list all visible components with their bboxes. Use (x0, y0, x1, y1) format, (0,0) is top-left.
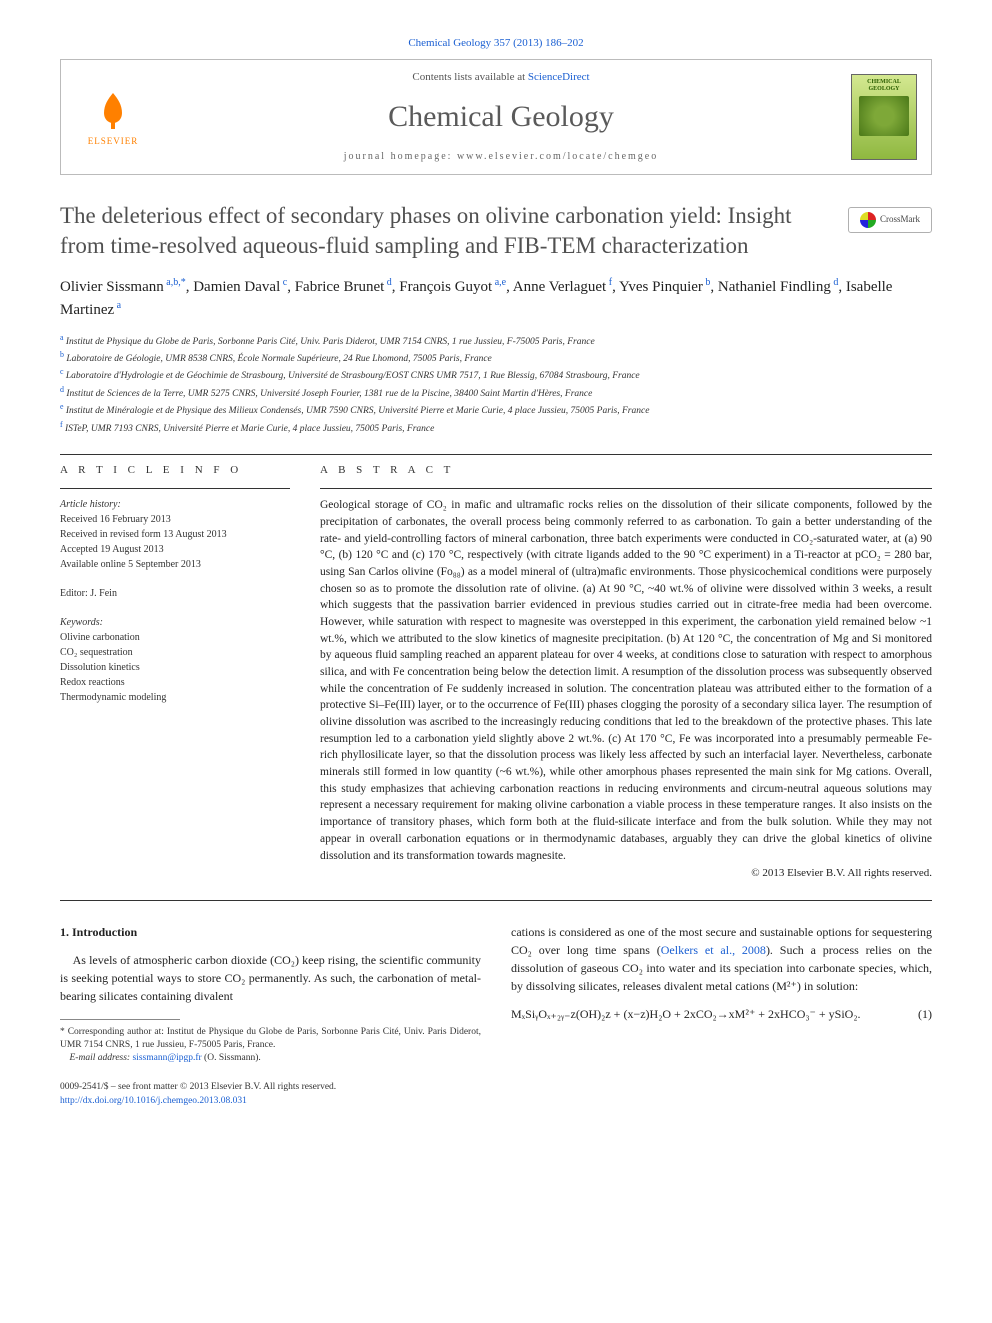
email-link[interactable]: sissmann@ipgp.fr (132, 1053, 201, 1063)
crossmark-badge[interactable]: CrossMark (848, 207, 932, 233)
history-line: Available online 5 September 2013 (60, 557, 290, 572)
intro-paragraph-right: cations is considered as one of the most… (511, 923, 932, 995)
affiliation-line: f ISTeP, UMR 7193 CNRS, Université Pierr… (60, 419, 932, 436)
right-column: cations is considered as one of the most… (511, 923, 932, 1066)
contents-available-line: Contents lists available at ScienceDirec… (163, 70, 839, 85)
sciencedirect-link[interactable]: ScienceDirect (528, 71, 590, 83)
journal-cover-thumb: CHEMICAL GEOLOGY (851, 74, 917, 160)
crossmark-label: CrossMark (880, 213, 920, 226)
email-label: E-mail address: (70, 1053, 133, 1063)
journal-header-box: ELSEVIER Contents lists available at Sci… (60, 59, 932, 174)
history-line: Accepted 19 August 2013 (60, 542, 290, 557)
citation-header[interactable]: Chemical Geology 357 (2013) 186–202 (60, 36, 932, 51)
keyword-line: Olivine carbonation (60, 630, 290, 645)
abstract-text: Geological storage of CO₂ in mafic and u… (320, 497, 932, 864)
keywords-label: Keywords: (60, 615, 290, 630)
article-title: The deleterious effect of secondary phas… (60, 201, 840, 261)
footer-doi-link[interactable]: http://dx.doi.org/10.1016/j.chemgeo.2013… (60, 1096, 247, 1106)
page-footer: 0009-2541/$ – see front matter © 2013 El… (60, 1081, 932, 1108)
intro-paragraph-left: As levels of atmospheric carbon dioxide … (60, 951, 481, 1005)
publisher-logo: ELSEVIER (75, 79, 151, 155)
left-column: 1. Introduction As levels of atmospheric… (60, 923, 481, 1066)
article-info-column: A R T I C L E I N F O Article history: R… (60, 463, 290, 882)
divider-bottom (60, 900, 932, 901)
abstract-copyright: © 2013 Elsevier B.V. All rights reserved… (320, 866, 932, 881)
divider-abstract (320, 488, 932, 489)
footer-issn: 0009-2541/$ – see front matter © 2013 El… (60, 1081, 932, 1094)
journal-title: Chemical Geology (163, 96, 839, 138)
cover-image-icon (859, 96, 909, 136)
equation-number: (1) (918, 1005, 932, 1023)
abstract-head: A B S T R A C T (320, 463, 932, 478)
intro-heading: 1. Introduction (60, 923, 481, 941)
publisher-name: ELSEVIER (88, 135, 139, 148)
cover-title-text: CHEMICAL GEOLOGY (856, 79, 912, 92)
keyword-line: CO₂ sequestration (60, 645, 290, 660)
affiliation-line: e Institut de Minéralogie et de Physique… (60, 401, 932, 418)
citation-link[interactable]: Oelkers et al., 2008 (661, 943, 766, 957)
divider-info (60, 488, 290, 489)
email-footnote: E-mail address: sissmann@ipgp.fr (O. Sis… (60, 1052, 481, 1065)
equation-body: MₓSiᵧOₓ₊₂ᵧ₋z(OH)₂z + (x−z)H₂O + 2xCO₂→xM… (511, 1005, 861, 1023)
corresponding-footnote: * Corresponding author at: Institut de P… (60, 1026, 481, 1053)
affiliation-line: a Institut de Physique du Globe de Paris… (60, 332, 932, 349)
keyword-line: Redox reactions (60, 675, 290, 690)
journal-homepage: journal homepage: www.elsevier.com/locat… (163, 150, 839, 164)
editor-line: Editor: J. Fein (60, 586, 290, 601)
author-list: Olivier Sissmann a,b,*, Damien Daval c, … (60, 275, 932, 322)
keyword-line: Thermodynamic modeling (60, 690, 290, 705)
history-label: Article history: (60, 497, 290, 512)
keyword-line: Dissolution kinetics (60, 660, 290, 675)
abstract-column: A B S T R A C T Geological storage of CO… (320, 463, 932, 882)
history-block: Article history: Received 16 February 20… (60, 497, 290, 572)
affiliation-line: c Laboratoire d'Hydrologie et de Géochim… (60, 366, 932, 383)
divider-top (60, 454, 932, 455)
contents-prefix: Contents lists available at (412, 71, 527, 83)
header-center: Contents lists available at ScienceDirec… (163, 70, 839, 163)
footnote-divider (60, 1019, 180, 1020)
history-line: Received in revised form 13 August 2013 (60, 527, 290, 542)
email-tail: (O. Sissmann). (202, 1053, 261, 1063)
keywords-block: Keywords: Olivine carbonationCO₂ sequest… (60, 615, 290, 705)
homepage-url[interactable]: www.elsevier.com/locate/chemgeo (457, 151, 658, 162)
affiliation-list: a Institut de Physique du Globe de Paris… (60, 332, 932, 436)
crossmark-icon (860, 212, 876, 228)
article-info-head: A R T I C L E I N F O (60, 463, 290, 478)
affiliation-line: d Institut de Sciences de la Terre, UMR … (60, 384, 932, 401)
elsevier-tree-icon (90, 87, 136, 133)
homepage-prefix: journal homepage: (344, 151, 457, 162)
equation-1: MₓSiᵧOₓ₊₂ᵧ₋z(OH)₂z + (x−z)H₂O + 2xCO₂→xM… (511, 1005, 932, 1023)
affiliation-line: b Laboratoire de Géologie, UMR 8538 CNRS… (60, 349, 932, 366)
history-line: Received 16 February 2013 (60, 512, 290, 527)
